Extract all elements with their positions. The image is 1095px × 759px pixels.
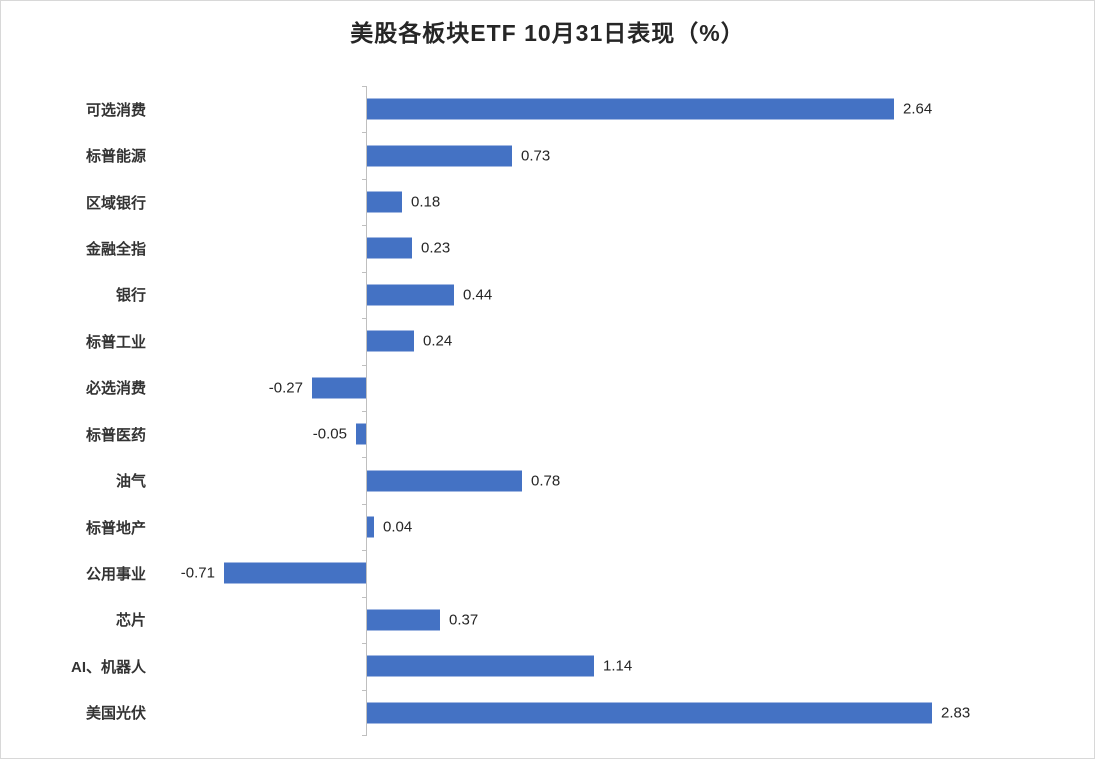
bar-zone: 0.73 bbox=[151, 132, 1094, 178]
axis-tick bbox=[362, 86, 366, 87]
axis-tick bbox=[362, 457, 366, 459]
bar-row: 美国光伏 2.83 bbox=[1, 689, 1094, 735]
category-label: 区域银行 bbox=[85, 194, 146, 212]
bar bbox=[366, 516, 374, 538]
bar bbox=[366, 470, 522, 492]
bar-row: 公用事业 -0.71 bbox=[1, 550, 1094, 596]
bar-zone: 2.64 bbox=[151, 86, 1094, 132]
category-label: 美国光伏 bbox=[85, 705, 146, 723]
value-label: 2.83 bbox=[941, 704, 971, 722]
zero-axis-line bbox=[362, 86, 367, 736]
value-label: 2.64 bbox=[903, 100, 933, 118]
category-label: AI、机器人 bbox=[70, 658, 146, 676]
axis-tick bbox=[362, 689, 366, 691]
bar bbox=[356, 423, 366, 445]
bar-row: 油气 0.78 bbox=[1, 457, 1094, 503]
bar-zone: -0.05 bbox=[151, 411, 1094, 457]
value-label: 0.44 bbox=[463, 286, 493, 304]
axis-tick bbox=[362, 178, 366, 180]
value-label: 0.73 bbox=[521, 147, 551, 165]
bar bbox=[366, 330, 414, 352]
axis-tick bbox=[362, 411, 366, 412]
axis-tick bbox=[362, 503, 366, 505]
bar-zone: 0.44 bbox=[151, 272, 1094, 318]
bar-row: 金融全指 0.23 bbox=[1, 225, 1094, 271]
bar bbox=[366, 145, 512, 167]
value-label: 0.18 bbox=[411, 193, 441, 211]
bar-zone: 0.24 bbox=[151, 318, 1094, 364]
bar bbox=[366, 655, 594, 677]
bar bbox=[366, 237, 412, 259]
axis-tick bbox=[362, 364, 366, 366]
axis-tick bbox=[362, 735, 366, 736]
category-label: 银行 bbox=[115, 287, 146, 305]
plot-area: 可选消费 2.64 标普能源 0.73 区域银行 0.18 金融全指 0.23 银行 0.44 标普… bbox=[1, 86, 1094, 736]
category-label: 可选消费 bbox=[85, 101, 146, 119]
value-label: -0.05 bbox=[312, 425, 347, 443]
chart-title: 美股各板块ETF 10月31日表现（%） bbox=[350, 20, 745, 46]
category-label: 公用事业 bbox=[85, 565, 146, 583]
bar-row: 标普能源 0.73 bbox=[1, 132, 1094, 178]
bar bbox=[366, 98, 894, 120]
category-label: 标普能源 bbox=[85, 148, 146, 166]
bar-zone: 0.37 bbox=[151, 597, 1094, 643]
value-label: 0.78 bbox=[531, 472, 561, 490]
category-label: 标普医药 bbox=[85, 426, 146, 444]
axis-tick bbox=[362, 271, 366, 273]
category-label: 标普地产 bbox=[85, 519, 146, 537]
bar-zone: -0.71 bbox=[151, 550, 1094, 596]
bar-row: AI、机器人 1.14 bbox=[1, 643, 1094, 689]
value-label: 0.37 bbox=[449, 611, 479, 629]
bar-row: 芯片 0.37 bbox=[1, 597, 1094, 643]
bar-row: 标普工业 0.24 bbox=[1, 318, 1094, 364]
axis-tick bbox=[362, 318, 366, 320]
axis-tick bbox=[362, 132, 366, 134]
bar-row: 银行 0.44 bbox=[1, 272, 1094, 318]
category-label: 芯片 bbox=[115, 612, 146, 630]
bar-zone: 2.83 bbox=[151, 689, 1094, 735]
value-label: 0.04 bbox=[383, 518, 413, 536]
category-label: 油气 bbox=[115, 473, 146, 491]
category-label: 标普工业 bbox=[85, 333, 146, 351]
bar-zone: 0.18 bbox=[151, 179, 1094, 225]
bar bbox=[366, 609, 440, 631]
bar-row: 可选消费 2.64 bbox=[1, 86, 1094, 132]
category-label: 金融全指 bbox=[85, 240, 146, 258]
bar-row: 必选消费 -0.27 bbox=[1, 365, 1094, 411]
bar-zone: 0.04 bbox=[151, 504, 1094, 550]
category-label: 必选消费 bbox=[85, 380, 146, 398]
bar bbox=[366, 284, 454, 306]
axis-tick bbox=[362, 225, 366, 227]
value-label: 0.23 bbox=[421, 239, 451, 257]
bar bbox=[312, 377, 366, 399]
bar-row: 标普医药 -0.05 bbox=[1, 411, 1094, 457]
bar-row: 标普地产 0.04 bbox=[1, 504, 1094, 550]
bar bbox=[224, 562, 366, 584]
axis-tick bbox=[362, 596, 366, 598]
bar bbox=[366, 702, 932, 724]
axis-tick bbox=[362, 643, 366, 645]
bar-zone: -0.27 bbox=[151, 365, 1094, 411]
value-label: 0.24 bbox=[423, 332, 453, 350]
bar-row: 区域银行 0.18 bbox=[1, 179, 1094, 225]
value-label: -0.27 bbox=[268, 379, 303, 397]
bar-zone: 1.14 bbox=[151, 643, 1094, 689]
bar bbox=[366, 191, 402, 213]
bar-zone: 0.23 bbox=[151, 225, 1094, 271]
chart-rows: 可选消费 2.64 标普能源 0.73 区域银行 0.18 金融全指 0.23 银行 0.44 标普… bbox=[1, 86, 1094, 736]
bar-zone: 0.78 bbox=[151, 457, 1094, 503]
axis-tick bbox=[362, 550, 366, 552]
value-label: -0.71 bbox=[180, 564, 215, 582]
value-label: 1.14 bbox=[603, 657, 633, 675]
